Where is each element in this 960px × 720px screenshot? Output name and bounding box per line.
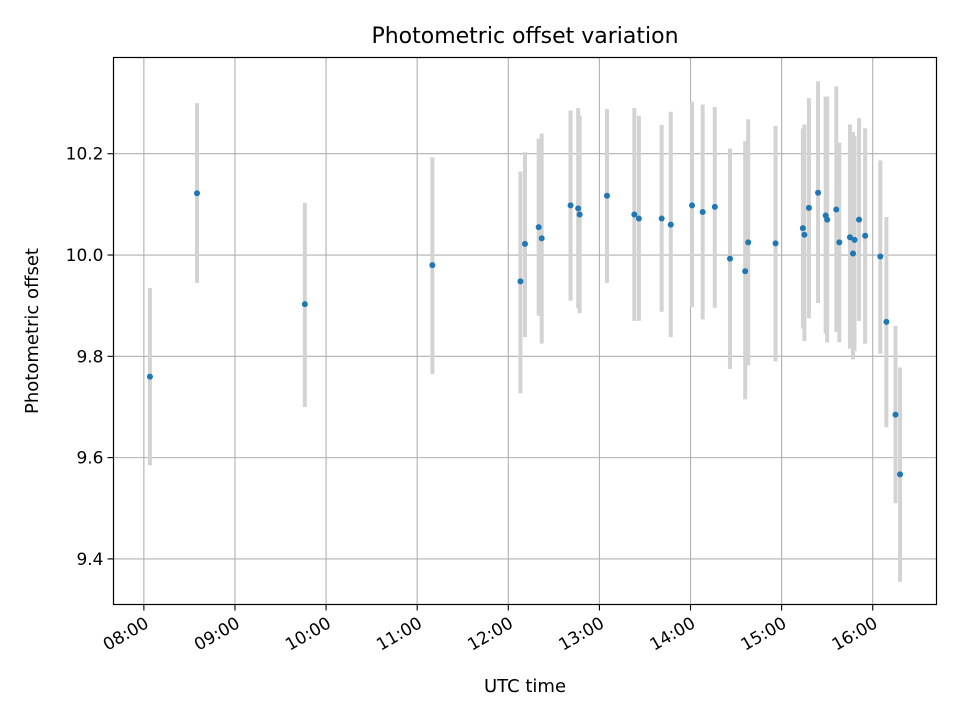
data-point <box>301 301 308 308</box>
errorbar-layer <box>147 81 903 582</box>
data-point <box>799 225 806 232</box>
y-axis-label: Photometric offset <box>22 248 43 414</box>
x-tick-label: 12:00 <box>464 614 516 656</box>
data-point <box>146 373 153 380</box>
data-point <box>522 240 528 247</box>
data-point <box>849 250 856 257</box>
data-point <box>603 192 610 199</box>
x-axis-ticks: 08:00 09:00 10:00 11:00 12:00 13:00 14:00 15:00… <box>100 604 881 656</box>
x-tick-label: 16:00 <box>829 614 881 656</box>
data-point <box>726 255 733 262</box>
data-point <box>856 216 863 223</box>
data-point <box>815 189 822 196</box>
data-point <box>824 216 831 223</box>
y-tick-label: 9.4 <box>76 550 103 570</box>
data-point <box>658 215 665 222</box>
data-point <box>535 224 542 231</box>
data-point <box>667 221 674 228</box>
x-axis-label: UTC time <box>484 676 566 697</box>
y-tick-label: 10.2 <box>66 145 104 165</box>
data-point <box>892 411 899 418</box>
data-point <box>877 253 884 260</box>
data-point <box>517 278 524 285</box>
y-tick-label: 10.0 <box>66 246 104 266</box>
data-point <box>194 190 201 197</box>
data-point <box>576 211 583 218</box>
data-point <box>772 240 779 247</box>
x-tick-label: 08:00 <box>100 614 152 656</box>
data-point <box>846 234 853 241</box>
data-point <box>711 203 718 210</box>
data-point <box>635 215 642 222</box>
data-point <box>833 206 840 213</box>
chart-title: Photometric offset variation <box>371 24 678 49</box>
data-point <box>699 208 706 215</box>
data-point <box>745 239 752 246</box>
data-point <box>567 202 574 209</box>
data-point <box>801 231 808 238</box>
point-layer <box>146 189 904 478</box>
data-point <box>805 204 812 211</box>
data-point <box>862 232 869 239</box>
data-point <box>429 262 436 269</box>
x-tick-label: 13:00 <box>555 614 607 656</box>
y-tick-label: 9.6 <box>76 449 103 469</box>
x-tick-label: 14:00 <box>647 614 699 656</box>
data-point <box>742 268 749 275</box>
plot-frame <box>112 56 938 606</box>
x-tick-label: 15:00 <box>738 614 790 656</box>
data-point <box>883 318 890 325</box>
x-tick-label: 11:00 <box>373 614 425 656</box>
y-tick-label: 9.8 <box>76 347 103 367</box>
x-tick-label: 10:00 <box>282 614 334 656</box>
x-tick-label: 09:00 <box>191 614 243 656</box>
data-point <box>631 211 638 218</box>
data-point <box>575 205 582 212</box>
data-point <box>689 202 696 209</box>
data-point <box>538 235 545 242</box>
data-point <box>851 236 858 243</box>
y-axis-ticks: 9.4 9.6 9.8 10.0 10.2 <box>66 145 114 570</box>
data-point <box>836 239 843 246</box>
data-point <box>897 471 904 478</box>
